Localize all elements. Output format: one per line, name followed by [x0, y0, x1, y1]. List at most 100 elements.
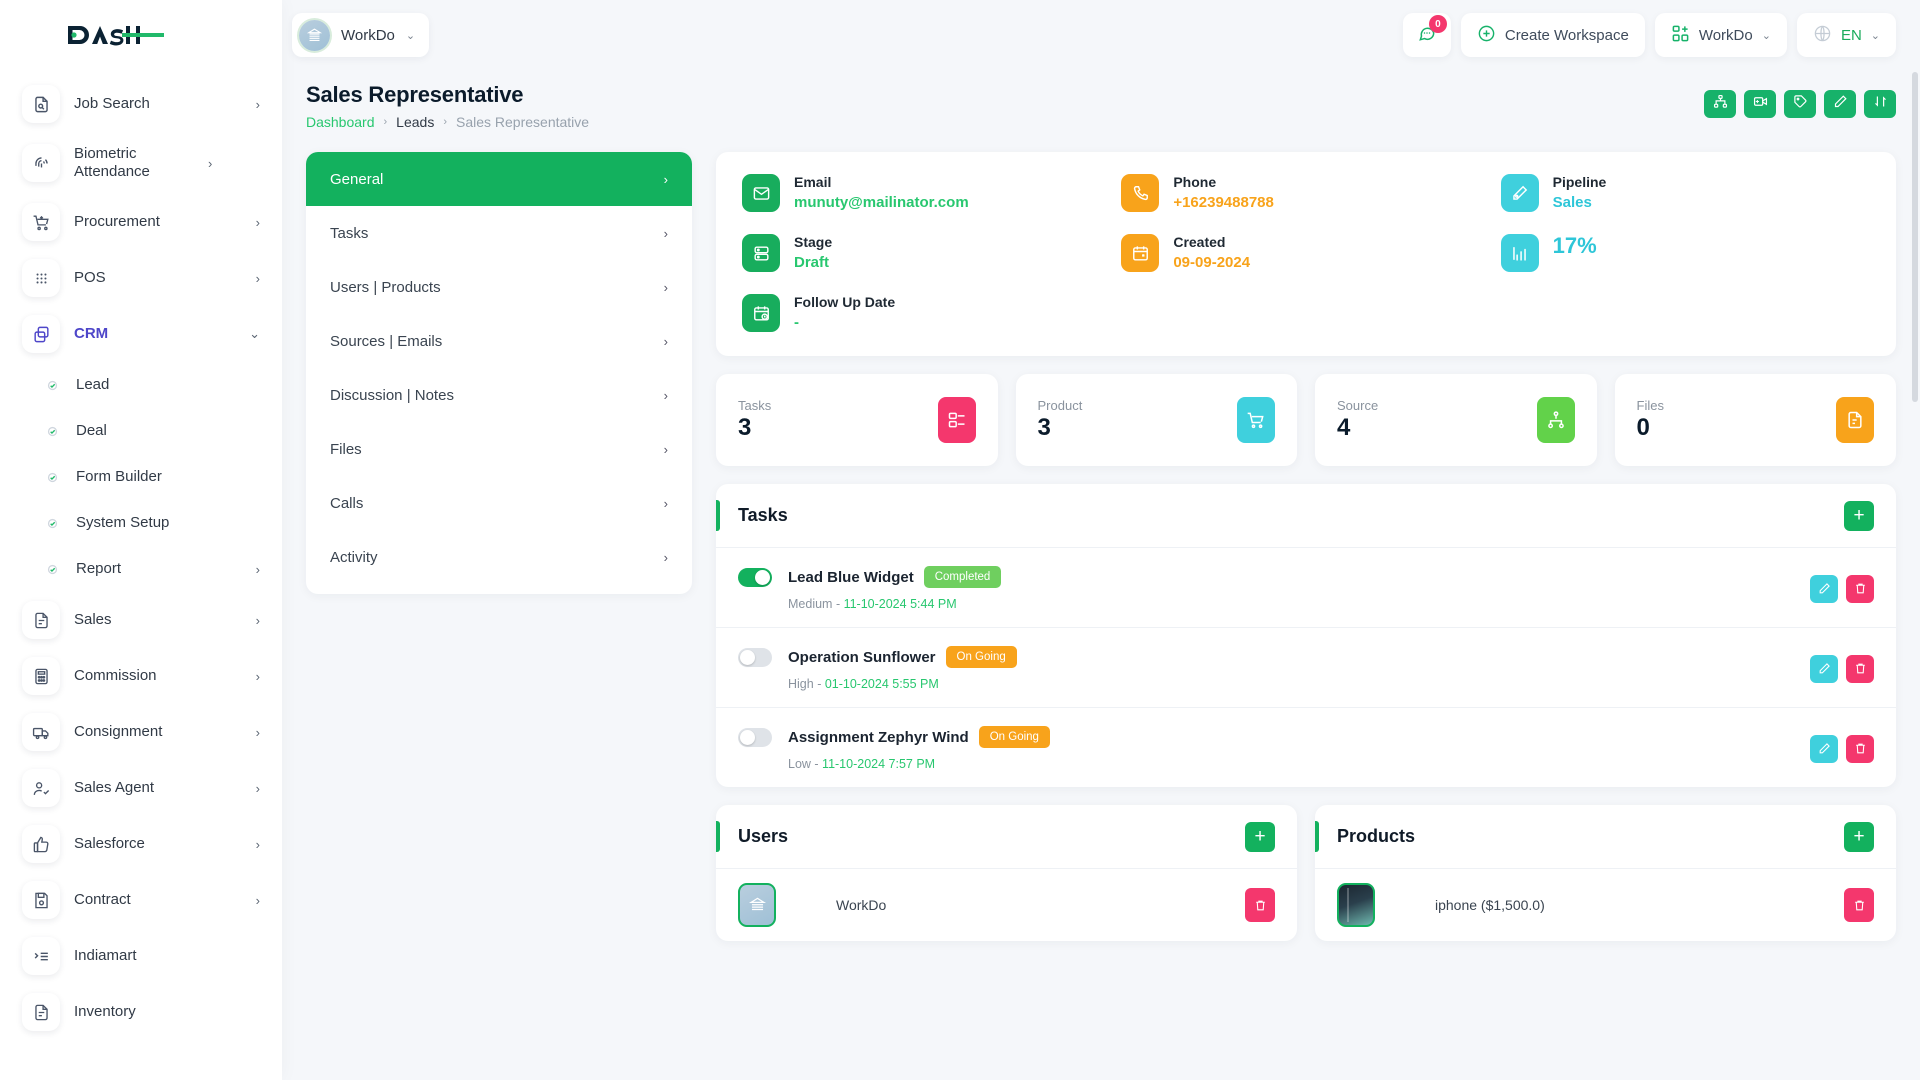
- delete-task-button[interactable]: [1846, 654, 1874, 683]
- chat-button[interactable]: 0: [1402, 13, 1451, 57]
- info-text: Phone +16239488788: [1173, 174, 1274, 211]
- task-toggle[interactable]: [738, 648, 772, 667]
- task-toggle[interactable]: [738, 728, 772, 747]
- tab-tasks[interactable]: Tasks ›: [306, 206, 692, 260]
- delete-task-button[interactable]: [1846, 574, 1874, 603]
- sidebar-item-form-builder[interactable]: Form Builder: [0, 454, 282, 500]
- tab-files[interactable]: Files ›: [306, 422, 692, 476]
- workspace-switch-button[interactable]: WorkDo ⌄: [1654, 13, 1787, 57]
- video-button[interactable]: [1744, 90, 1776, 118]
- chevron-right-icon: ›: [255, 668, 260, 684]
- add-product-button[interactable]: +: [1844, 821, 1874, 852]
- edit-task-button[interactable]: [1810, 734, 1838, 763]
- sidebar-item-label: Indiamart: [74, 946, 137, 964]
- sidebar-item-lead[interactable]: Lead: [0, 362, 282, 408]
- sidebar-item-crm[interactable]: CRM ⌄: [0, 306, 282, 362]
- user-check-icon: [22, 769, 60, 807]
- chevron-right-icon: ›: [663, 549, 668, 565]
- chevron-right-icon: ›: [255, 561, 260, 577]
- info-created: Created 09-09-2024: [1121, 234, 1490, 272]
- stat-label: Product: [1037, 398, 1083, 413]
- delete-user-button[interactable]: [1245, 888, 1275, 922]
- info-label: Follow Up Date: [794, 294, 896, 310]
- add-user-button[interactable]: +: [1245, 821, 1275, 852]
- edit-task-button[interactable]: [1810, 654, 1838, 683]
- tab-general[interactable]: General ›: [306, 152, 692, 206]
- chevron-right-icon: ›: [255, 892, 260, 908]
- delete-task-button[interactable]: [1846, 734, 1874, 763]
- sidebar-item-label: Salesforce: [74, 834, 145, 852]
- language-selector[interactable]: EN ⌄: [1796, 13, 1896, 57]
- building-icon: [299, 19, 330, 51]
- add-task-button[interactable]: +: [1844, 500, 1874, 531]
- tab-activity[interactable]: Activity ›: [306, 530, 692, 584]
- label-button[interactable]: [1784, 90, 1816, 118]
- sidebar-item-deal[interactable]: Deal: [0, 408, 282, 454]
- pipeline-pen-icon: [1500, 174, 1539, 212]
- sidebar-item-salesforce[interactable]: Salesforce ›: [0, 816, 282, 872]
- sitemap-icon: [1713, 94, 1728, 114]
- task-body: Lead Blue Widget Completed Medium - 11-1…: [788, 566, 1810, 611]
- info-label: Phone: [1173, 174, 1217, 190]
- info-phone: Phone +16239488788: [1121, 174, 1490, 212]
- breadcrumb-leads[interactable]: Leads: [396, 114, 435, 130]
- info-value[interactable]: +16239488788: [1173, 193, 1274, 211]
- sidebar-item-indiamart[interactable]: Indiamart: [0, 928, 282, 984]
- sidebar-item-report[interactable]: Report ›: [0, 546, 282, 592]
- video-icon: [1753, 94, 1768, 114]
- sidebar-item-label: Inventory: [74, 1002, 136, 1020]
- task-meta: High - 01-10-2024 5:55 PM: [788, 677, 939, 691]
- breadcrumb-dashboard[interactable]: Dashboard: [306, 114, 375, 130]
- transfer-button[interactable]: [1864, 90, 1896, 118]
- sidebar-item-inventory[interactable]: Inventory: [0, 984, 282, 1040]
- chevron-right-icon: ›: [255, 780, 260, 796]
- org-chart-button[interactable]: [1704, 90, 1736, 118]
- thumbs-up-icon: [22, 825, 60, 863]
- tab-discussion-notes[interactable]: Discussion | Notes ›: [306, 368, 692, 422]
- sidebar-item-sales-agent[interactable]: Sales Agent ›: [0, 760, 282, 816]
- sidebar-item-pos[interactable]: POS ›: [0, 250, 282, 306]
- chevron-down-icon: ⌄: [405, 29, 416, 42]
- stat-card-product: Product 3: [1015, 374, 1297, 466]
- stat-card-files: Files 0: [1614, 374, 1896, 466]
- task-priority: High: [788, 677, 814, 691]
- chevron-right-icon: ›: [255, 214, 260, 230]
- sidebar-item-commission[interactable]: Commission ›: [0, 648, 282, 704]
- task-priority: Medium: [788, 597, 833, 611]
- language-label: EN: [1840, 26, 1862, 44]
- delete-product-button[interactable]: [1844, 888, 1874, 922]
- workspace-selector[interactable]: WorkDo ⌄: [292, 13, 430, 57]
- sidebar-item-label: Commission: [74, 666, 157, 684]
- sidebar-item-contract[interactable]: Contract ›: [0, 872, 282, 928]
- edit-button[interactable]: [1824, 90, 1856, 118]
- sidebar-item-procurement[interactable]: Procurement ›: [0, 194, 282, 250]
- info-text: Email munuty@mailinator.com: [794, 174, 969, 211]
- info-value[interactable]: munuty@mailinator.com: [794, 193, 969, 211]
- chevron-right-icon: ›: [663, 387, 668, 403]
- task-toggle[interactable]: [738, 568, 772, 587]
- cart-icon: [1237, 397, 1275, 443]
- sidebar-item-label: Sales: [74, 610, 112, 628]
- sidebar-item-biometric-attendance[interactable]: Biometric Attendance ›: [0, 132, 282, 194]
- sidebar-item-label: Procurement: [74, 212, 160, 230]
- chevron-right-icon: ›: [663, 333, 668, 349]
- sidebar-item-job-search[interactable]: Job Search ›: [0, 76, 282, 132]
- brand-logo[interactable]: [0, 0, 282, 70]
- sidebar-item-label: Job Search: [74, 94, 150, 112]
- page-scrollbar[interactable]: [1912, 72, 1918, 402]
- sidebar-subitem-label: Form Builder: [76, 467, 162, 485]
- sidebar-subitem-label: Lead: [76, 375, 110, 393]
- tab-sources-emails[interactable]: Sources | Emails ›: [306, 314, 692, 368]
- tab-users-products[interactable]: Users | Products ›: [306, 260, 692, 314]
- sidebar-item-consignment[interactable]: Consignment ›: [0, 704, 282, 760]
- task-name: Assignment Zephyr Wind: [788, 728, 969, 746]
- sidebar-item-sales[interactable]: Sales ›: [0, 592, 282, 648]
- page-action-buttons: [1704, 82, 1896, 118]
- sidebar-item-system-setup[interactable]: System Setup: [0, 500, 282, 546]
- sidebar-item-label: Contract: [74, 890, 131, 908]
- edit-task-button[interactable]: [1810, 574, 1838, 603]
- chevron-down-icon: ⌄: [1761, 29, 1771, 42]
- tab-calls[interactable]: Calls ›: [306, 476, 692, 530]
- create-workspace-button[interactable]: Create Workspace: [1460, 13, 1645, 57]
- sidebar-nav: Job Search › Biometric Attendance › Proc…: [0, 70, 282, 1040]
